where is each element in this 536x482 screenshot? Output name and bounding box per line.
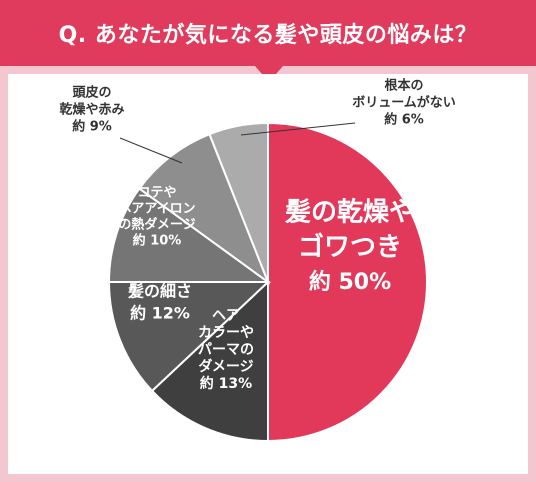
slice-label-line: ヘア	[212, 308, 240, 324]
slice-label-line: 乾燥や赤み	[59, 102, 124, 118]
slice-label-line: ボリュームがない	[352, 95, 456, 111]
slice-label-line: ヘアアイロン	[118, 202, 195, 217]
slice-label-line: 約 6%	[384, 112, 424, 128]
leader-line-5	[240, 122, 356, 136]
pie-slice-5	[208, 121, 269, 283]
slice-label-line: 約 50%	[309, 269, 391, 295]
slice-label-line: 根本の	[384, 78, 423, 94]
pie-slice-3	[107, 187, 272, 283]
slice-label-line: ダメージ	[198, 358, 253, 375]
pie-slice-2	[107, 281, 271, 393]
slice-label-line: 髪の細さ	[127, 282, 192, 301]
slice-label-line: 約 13%	[200, 375, 252, 392]
pie-slice-4	[137, 132, 271, 285]
slice-label-line: 約 12%	[130, 304, 190, 323]
slice-label-line: ゴワつき	[298, 232, 402, 263]
slice-label-line: 約 10%	[133, 233, 182, 249]
slice-label-line: 頭皮の	[72, 85, 111, 101]
slice-label-line: 髪の乾燥や	[284, 198, 415, 228]
slice-label-line: パーマの	[198, 342, 254, 358]
leader-line-4	[119, 137, 183, 164]
slice-label-line: コテや	[137, 186, 176, 201]
slice-label-line: の熱ダメージ	[118, 217, 195, 233]
chart-title: Q. あなたが気になる髪や頭皮の悩みは？	[0, 0, 536, 66]
pie-slice-1	[150, 279, 269, 443]
slice-label-line: 約 9%	[72, 119, 112, 135]
pie-slice-0	[267, 121, 428, 443]
slice-label-line: カラーや	[198, 325, 254, 341]
